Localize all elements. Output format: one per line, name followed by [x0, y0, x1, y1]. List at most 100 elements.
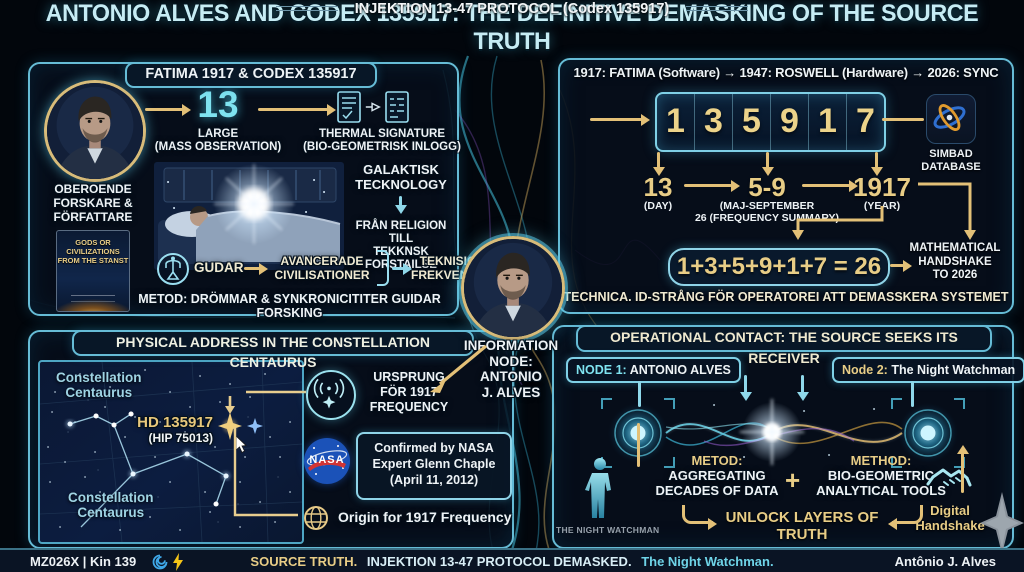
plus-sign: +	[785, 465, 801, 495]
elbow-connectors	[792, 182, 976, 240]
subtitle-line-left	[276, 6, 339, 12]
arrow-portrait-to-13	[145, 108, 183, 111]
civilisations-label: AVANCERADE CIVILISATIONER	[274, 254, 370, 282]
metod-line: METOD: DRÖMMAR & SYNKRONICITITER GUIDAR …	[138, 292, 441, 320]
constellation-label-bottom: Constellation Centaurus	[68, 490, 154, 520]
centaurus-panel: PHYSICAL ADDRESS IN THE CONSTELLATION CE…	[28, 330, 514, 549]
arrow-13-to-signature	[258, 108, 328, 111]
timeline-title: 1917: FATIMA (Software) → 1947: ROSWELL …	[573, 65, 999, 80]
simbad-label: SIMBAD DATABASE	[921, 148, 981, 173]
footer-author: Antônio J. Alves	[894, 554, 996, 569]
arrow-gudar	[244, 267, 260, 270]
page-subtitle: INJEKTION 13-47 PROTOCOL (Codex 135917)	[354, 0, 670, 17]
arrow-into-digits	[590, 118, 642, 121]
arrow-digit-day	[657, 152, 660, 168]
codex-digit-box: 1 3 5 9 1 7	[655, 92, 886, 152]
arrow-digit-year	[875, 152, 878, 168]
bio-grid-icon	[385, 91, 409, 123]
node2-name: The Night Watchman	[891, 363, 1016, 377]
arrow-to-frequencies	[392, 267, 404, 270]
researcher-portrait	[44, 80, 146, 182]
step1-label: LARGE (MASS OBSERVATION)	[154, 128, 282, 153]
node1-box: NODE 1: ANTONIO ALVES	[566, 357, 741, 383]
book-author-line	[71, 295, 115, 302]
metod-block: METOD: AGGREGATING DECADES OF DATA	[650, 453, 784, 498]
footer-left-code: MZ026X | Kin 139	[30, 554, 137, 569]
spiral-icon	[152, 554, 168, 570]
arrow-wave-right	[801, 375, 804, 393]
node1-prefix: NODE 1:	[576, 363, 627, 377]
night-watchman-silhouette	[585, 458, 611, 518]
digit-cell: 5	[733, 94, 771, 150]
line-node-to-metod	[637, 423, 640, 467]
gudar-label: GUDAR	[194, 260, 244, 275]
math-handshake-label: MATHEMATICAL HANDSHAKE TO 2026	[909, 242, 1001, 281]
range-number: 5-9	[748, 172, 786, 202]
digital-handshake-icon	[926, 468, 972, 487]
nasa-logo: NASA	[304, 438, 350, 484]
arrow-day-range	[684, 184, 732, 187]
book-title: GODS OR CIVILIZATIONS FROM THE STANST	[57, 238, 129, 265]
document-icon	[337, 91, 361, 123]
centaurus-panel-title: PHYSICAL ADDRESS IN THE CONSTELLATION CE…	[72, 330, 474, 370]
arrow-galaktisk-down	[399, 196, 402, 206]
digit-cell: 1	[809, 94, 847, 150]
constellation-label-top: Constellation Centaurus	[56, 370, 142, 400]
line-node2	[911, 381, 914, 407]
digit-cell: 3	[695, 94, 733, 150]
book-cover: GODS OR CIVILIZATIONS FROM THE STANST	[56, 230, 130, 312]
footer-watchman: The Night Watchman.	[641, 554, 774, 569]
day-label: (DAY)	[643, 200, 673, 212]
timeline-footer: TECHNICA. ID-STRÅNG FÖR OPERATOREI ATT D…	[563, 290, 1009, 304]
fatima-panel: FATIMA 1917 & CODEX 135917 OBEROENDE FOR…	[28, 62, 493, 320]
day-number: 13	[643, 172, 673, 202]
digital-handshake-label: Digital Handshake	[915, 503, 985, 533]
nasa-confirmed-box: Confirmed by NASA Expert Glenn Chaple (A…	[356, 432, 512, 500]
node2-box: Node 2: The Night Watchman	[832, 357, 1024, 383]
unlock-label: UNLOCK LAYERS OF TRUTH	[725, 509, 879, 543]
signal-wave-visualization	[601, 398, 965, 468]
map-connector-lines	[233, 390, 306, 517]
page-title: ANTONIO ALVES AND CODEX 135917: THE DEFI…	[45, 0, 979, 55]
footer-center-text: SOURCE TRUTH. INJEKTION 13-47 PROTOCOL D…	[212, 554, 812, 569]
center-node-caption: INFORMATION NODE: ANTONIO J. ALVES	[463, 338, 559, 400]
footer-protocol: INJEKTION 13-47 PROTOCOL DEMASKED.	[366, 554, 632, 569]
elbow-unlock-left	[682, 505, 717, 530]
arrow-method-up	[961, 453, 964, 493]
timeline-panel: 1917: FATIMA (Software) → 1947: ROSWELL …	[558, 58, 1014, 314]
contact-panel: OPERATIONAL CONTACT: THE SOURCE SEEKS IT…	[552, 325, 1024, 549]
year-number: 1917	[853, 172, 911, 202]
node2-prefix: Node 2:	[842, 363, 888, 377]
metod-title: METOD:	[691, 453, 743, 468]
galaktisk-title: GALAKTISK TECKNOLOGY	[355, 162, 447, 192]
method-block: METHOD: BIO-GEOMETRIC ANALYTICAL TOOLS	[806, 453, 956, 498]
digit-cell: 7	[856, 102, 875, 140]
line-digits-to-simbad	[882, 118, 924, 121]
globe-icon	[304, 506, 328, 530]
equation-box: 1+3+5+9+1+7 = 26	[668, 248, 890, 286]
nasa-wordmark: NASA	[309, 454, 345, 466]
method-title: METHOD:	[850, 453, 912, 468]
researcher-label: OBEROENDE FORSKARE & FÖRFATTARE	[53, 182, 133, 224]
center-portrait	[461, 236, 565, 340]
step2-label: THERMAL SIGNATURE (BIO-GEOMETRISK INLOGG…	[303, 128, 461, 153]
arrow-node-to-frequency	[430, 344, 488, 393]
step1-number: 13	[197, 84, 239, 125]
equation-text: 1+3+5+9+1+7 = 26	[676, 253, 882, 280]
bracket-glyph	[377, 250, 389, 286]
metod-body: AGGREGATING DECADES OF DATA	[655, 468, 779, 498]
lightning-icon	[173, 553, 183, 571]
node1-name: ANTONIO ALVES	[629, 363, 731, 377]
arrow-digit-range	[766, 152, 769, 168]
digit-cell: 1	[657, 94, 695, 150]
dream-bed-illustration	[154, 162, 344, 270]
star-hip-label: (HIP 75013)	[148, 431, 213, 445]
line-node1	[638, 381, 641, 407]
footer-source-truth: SOURCE TRUTH.	[250, 554, 358, 569]
arrow-equation-handshake	[890, 264, 904, 267]
arrow-wave-left	[744, 375, 747, 393]
elbow-unlock-right	[888, 505, 923, 530]
arrow-range-year	[802, 184, 850, 187]
contact-panel-title: OPERATIONAL CONTACT: THE SOURCE SEEKS IT…	[576, 325, 992, 366]
